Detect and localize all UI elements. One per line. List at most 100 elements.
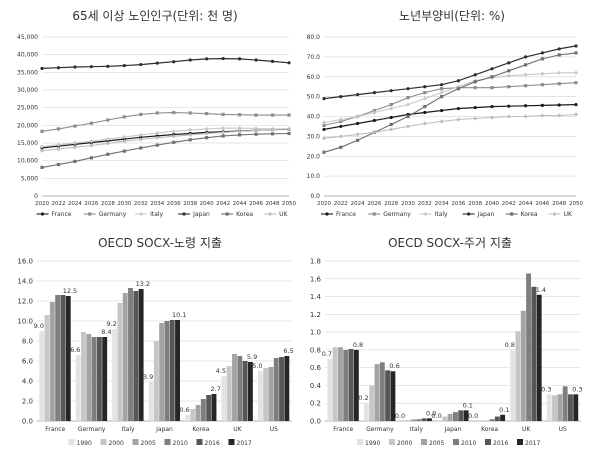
bar-uk-2005 [232, 354, 237, 421]
legend-swatch-2016 [197, 439, 203, 445]
point-marker [106, 141, 110, 145]
point-marker [156, 62, 159, 65]
data-label-first: 0.7 [322, 350, 332, 358]
bar-us-2016 [568, 394, 573, 421]
y-tick-label: 20.0 [307, 153, 321, 160]
point-marker [424, 212, 428, 216]
point-marker [541, 57, 544, 60]
category-label: UK [233, 426, 242, 433]
x-tick-label: 2040 [200, 201, 214, 207]
legend-swatch-2010 [165, 439, 171, 445]
point-marker [574, 44, 577, 47]
point-marker [56, 147, 60, 151]
bar-italy-2017 [139, 289, 144, 421]
data-label-first: 9.0 [34, 322, 44, 330]
x-tick-label: 2048 [552, 201, 566, 207]
point-marker [541, 51, 544, 54]
x-tick-label: 2046 [535, 201, 549, 207]
data-label-first: 0.0 [468, 412, 478, 420]
x-tick-label: 2024 [68, 201, 82, 207]
bar-germany-2017 [102, 337, 107, 421]
series-line-uk [324, 115, 576, 139]
series-line-korea [324, 53, 576, 152]
chart-title-socx-housing: OECD SOCX-주거 지출 [388, 236, 512, 250]
x-tick-label: 2036 [167, 201, 181, 207]
y-tick-label: 5,000 [21, 175, 38, 182]
point-marker [406, 124, 410, 128]
x-tick-label: 2048 [266, 201, 280, 207]
point-marker [254, 58, 257, 61]
point-marker [339, 134, 343, 138]
point-marker [490, 86, 493, 89]
x-tick-label: 2042 [216, 201, 230, 207]
bar-japan-2005 [448, 414, 453, 421]
point-marker [57, 66, 60, 69]
bar-japan-2000 [154, 341, 159, 421]
point-marker [507, 61, 510, 64]
point-marker [205, 57, 208, 60]
bar-france-2000 [333, 347, 338, 421]
point-marker [540, 113, 544, 117]
point-marker [287, 113, 290, 116]
point-marker [390, 123, 393, 126]
legend-label-japan: Japan [477, 211, 495, 218]
point-marker [322, 151, 325, 154]
point-marker [423, 105, 426, 108]
y-tick-label: 16.0 [17, 258, 33, 266]
bar-germany-2016 [97, 337, 102, 421]
bar-italy-2000 [117, 303, 122, 421]
point-marker [423, 91, 426, 94]
bar-france-1990 [39, 331, 44, 421]
bar-us-1990 [547, 394, 552, 421]
point-marker [139, 63, 142, 66]
chart-socx-housing: OECD SOCX-주거 지출 0.00.20.40.60.81.01.21.4… [310, 236, 583, 447]
point-marker [205, 112, 208, 115]
y-tick-label: 40.0 [307, 114, 321, 121]
y-tick-label: 50.0 [307, 94, 321, 101]
point-marker [139, 133, 143, 137]
point-marker [406, 87, 409, 90]
legend-label-2010: 2010 [461, 440, 476, 447]
point-marker [40, 130, 43, 133]
x-tick-label: 2038 [468, 201, 482, 207]
point-marker [322, 97, 325, 100]
bar-italy-2005 [123, 293, 128, 421]
point-marker [106, 118, 109, 121]
legend-label-france: France [336, 211, 356, 218]
point-marker [123, 64, 126, 67]
point-marker [106, 65, 109, 68]
legend-label-france: France [52, 211, 72, 218]
point-marker [254, 133, 257, 136]
bar-korea-1990 [185, 415, 190, 421]
x-tick-label: 2042 [502, 201, 516, 207]
legend-label-italy: Italy [150, 211, 163, 218]
data-label-last: 0.8 [353, 341, 363, 349]
bar-us-2016 [279, 357, 284, 421]
category-label: Italy [410, 426, 423, 433]
point-marker [90, 65, 93, 68]
y-tick-label: 1.6 [310, 275, 322, 283]
bar-uk-2000 [227, 366, 232, 421]
point-marker [423, 85, 426, 88]
point-marker [474, 86, 477, 89]
y-tick-label: 10,000 [17, 158, 38, 165]
series-line-italy [324, 73, 576, 123]
legend-label-2016: 2016 [205, 440, 220, 447]
x-tick-label: 2040 [485, 201, 499, 207]
y-tick-label: 0.4 [310, 382, 322, 390]
point-marker [287, 132, 290, 135]
y-tick-label: 0.0 [310, 193, 320, 200]
chart-socx-old-age: OECD SOCX-노령 지출 0.02.04.06.08.010.012.01… [17, 236, 293, 447]
legend-label-2000: 2000 [397, 440, 412, 447]
x-tick-label: 2024 [351, 201, 365, 207]
point-marker [440, 91, 444, 95]
legend-label-uk: UK [564, 211, 573, 218]
point-marker [473, 116, 477, 120]
point-marker [524, 114, 528, 118]
point-marker [172, 60, 175, 63]
point-marker [524, 63, 527, 66]
point-marker [73, 160, 76, 163]
point-marker [339, 125, 342, 128]
point-marker [524, 55, 527, 58]
